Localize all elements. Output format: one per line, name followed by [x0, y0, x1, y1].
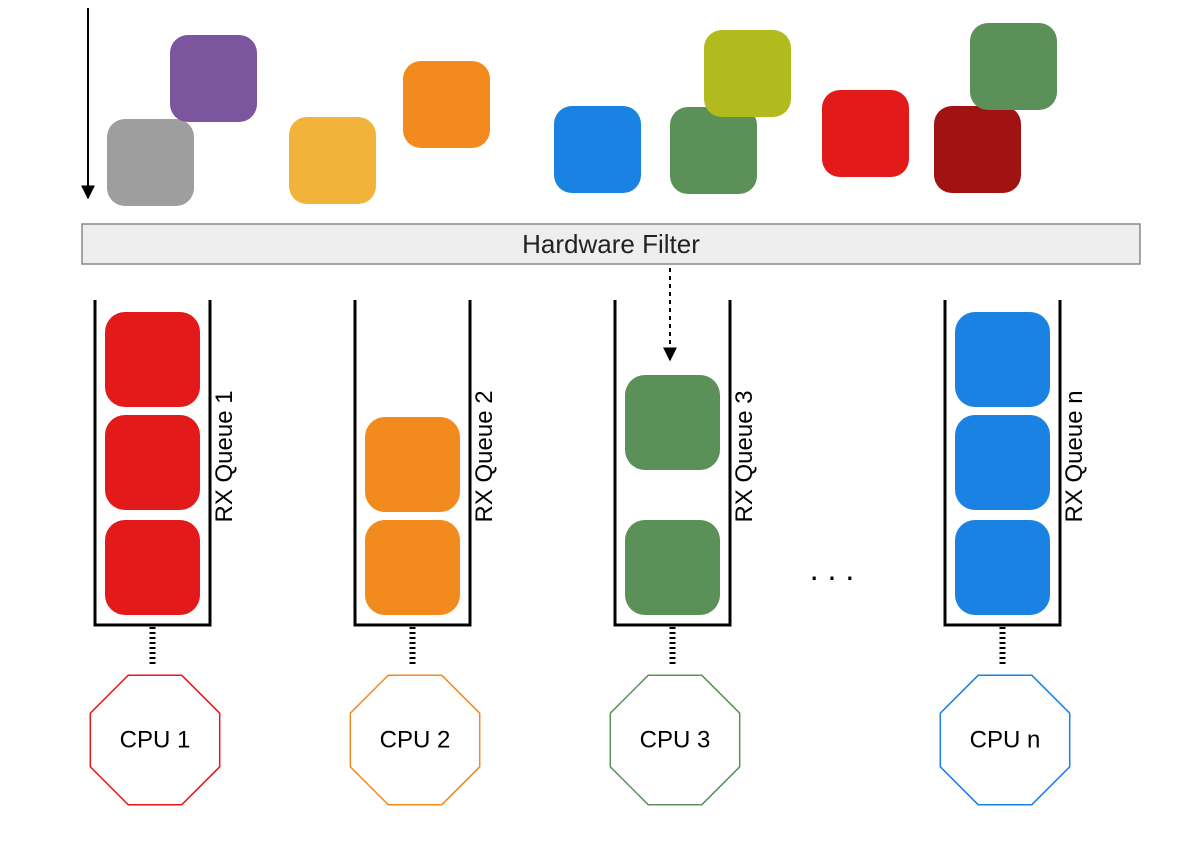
incoming-packet — [970, 23, 1057, 110]
hardware-filter-label: Hardware Filter — [522, 229, 700, 259]
queue-label: RX Queue 1 — [211, 390, 238, 522]
queue-packet — [625, 375, 720, 470]
ellipsis: . . . — [810, 551, 854, 587]
incoming-packet — [170, 35, 257, 122]
cpu-label: CPU 2 — [380, 727, 451, 754]
queue-packet — [105, 312, 200, 407]
cpu-label: CPU n — [970, 727, 1041, 754]
queue-packet — [955, 520, 1050, 615]
queue-packet — [955, 312, 1050, 407]
queue-packet — [105, 415, 200, 510]
queue-label: RX Queue n — [1061, 390, 1088, 522]
incoming-packet — [822, 90, 909, 177]
incoming-packet — [934, 106, 1021, 193]
queue-packet — [365, 520, 460, 615]
queue-packet — [105, 520, 200, 615]
diagram-root: Hardware Filter RX Queue 1 CPU 1 RX Queue 2… — [0, 0, 1202, 846]
incoming-packet — [107, 119, 194, 206]
queue-packet — [365, 417, 460, 512]
incoming-packet — [554, 106, 641, 193]
incoming-packet — [403, 61, 490, 148]
incoming-packet — [704, 30, 791, 117]
queue-label: RX Queue 2 — [471, 390, 498, 522]
incoming-packet — [289, 117, 376, 204]
queue-packet — [625, 520, 720, 615]
queue-packet — [955, 415, 1050, 510]
cpu-label: CPU 1 — [120, 727, 191, 754]
cpu-label: CPU 3 — [640, 727, 711, 754]
incoming-packet — [670, 107, 757, 194]
queue-label: RX Queue 3 — [731, 390, 758, 522]
